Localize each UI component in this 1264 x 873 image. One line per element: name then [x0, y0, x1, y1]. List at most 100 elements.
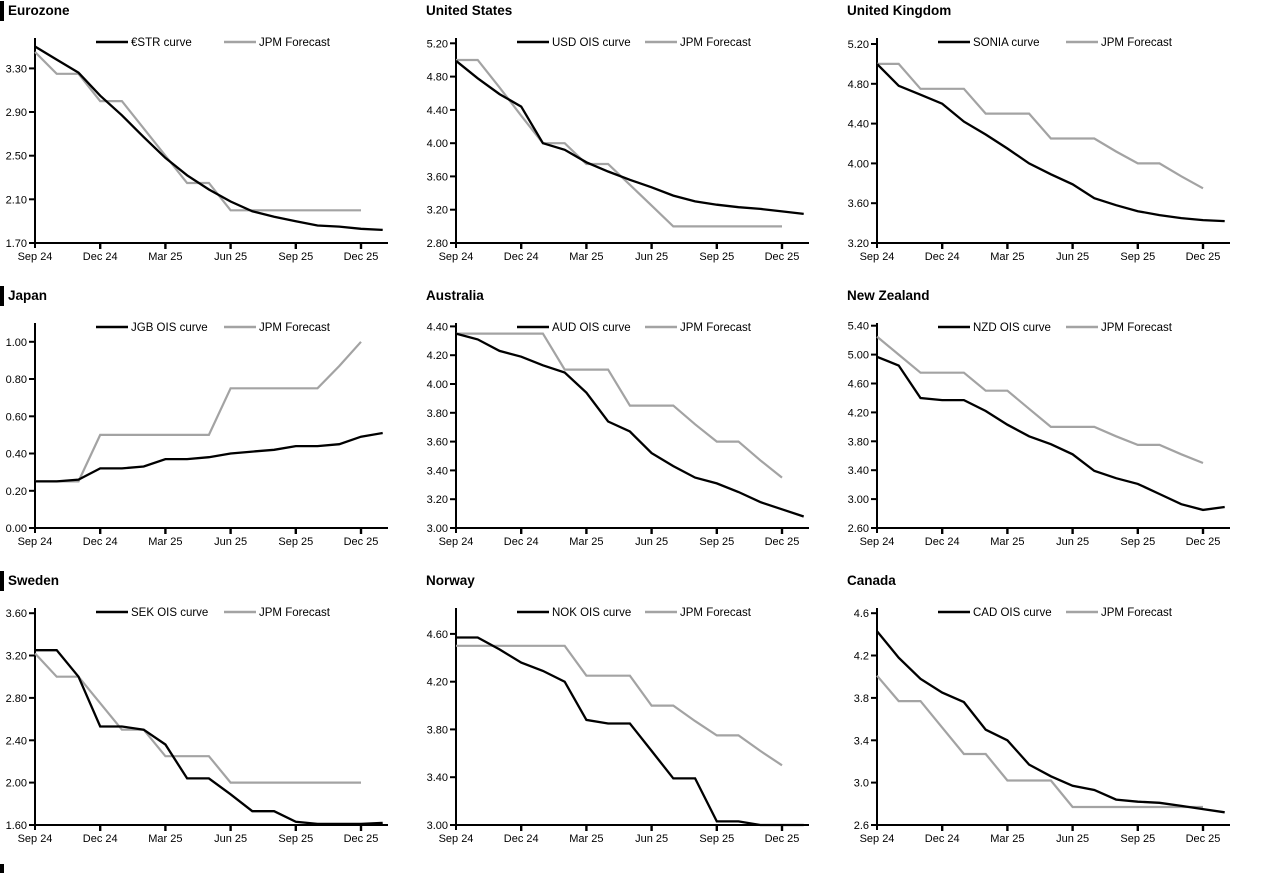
y-tick-label: 5.20 [848, 39, 869, 51]
chart-united-states: United States USD OIS curve JPM Forecast 2.… [421, 0, 842, 285]
y-tick-label: 4.2 [854, 651, 869, 663]
y-tick-label: 4.20 [427, 677, 448, 689]
x-tick-label: Dec 24 [504, 536, 539, 548]
y-tick-label: 3.0 [854, 778, 869, 790]
y-tick-label: 2.40 [6, 735, 27, 747]
x-tick-label: Jun 25 [635, 833, 668, 845]
chart-svg-united-states: United States USD OIS curve JPM Forecast 2.… [426, 3, 809, 263]
y-tick-label: 2.00 [6, 778, 27, 790]
y-tick-label: 3.60 [427, 437, 448, 449]
x-tick-label: Sep 24 [18, 251, 53, 263]
y-tick-label: 0.40 [6, 449, 27, 461]
chart-norway: Norway NOK OIS curve JPM Forecast 3.00 3.40 3… [421, 570, 842, 873]
chart-title: Sweden [8, 573, 59, 588]
legend-forecast-label: JPM Forecast [680, 37, 752, 49]
y-tick-label: 3.20 [848, 238, 869, 250]
x-tick-label: Sep 25 [278, 536, 313, 548]
chart-eurozone: Eurozone €STR curve JPM Forecast 1.70 2.10 2.… [0, 0, 421, 285]
x-tick-label: Mar 25 [569, 536, 603, 548]
y-tick-label: 4.20 [427, 350, 448, 362]
legend-forecast-label: JPM Forecast [1101, 607, 1173, 619]
y-tick-label: 4.60 [848, 379, 869, 391]
x-tick-label: Dec 25 [344, 251, 379, 263]
x-tick-label: Mar 25 [569, 833, 603, 845]
x-tick-label: Sep 25 [1120, 251, 1155, 263]
series-line-forecast [35, 341, 362, 483]
x-tick-label: Jun 25 [635, 536, 668, 548]
x-tick-label: Sep 24 [860, 251, 895, 263]
series-line-forecast [34, 51, 361, 212]
legend-forecast-label: JPM Forecast [680, 322, 752, 334]
x-tick-label: Jun 25 [1056, 251, 1089, 263]
x-tick-label: Dec 25 [765, 833, 800, 845]
y-tick-label: 0.20 [6, 486, 27, 498]
x-tick-label: Dec 24 [925, 833, 960, 845]
chart-australia: Australia AUD OIS curve JPM Forecast 3.00 3.… [421, 285, 842, 570]
x-tick-label: Jun 25 [1056, 536, 1089, 548]
legend: NOK OIS curve JPM Forecast [517, 607, 752, 619]
y-tick-label: 2.60 [848, 523, 869, 535]
chart-svg-norway: Norway NOK OIS curve JPM Forecast 3.00 3.40 3… [426, 573, 809, 845]
next-section-marker-bar [0, 864, 4, 873]
chart-svg-canada: Canada CAD OIS curve JPM Forecast 2.6 3.0 3.4… [847, 573, 1230, 845]
series-line-main [456, 636, 804, 827]
series-line-main [455, 332, 805, 518]
y-tick-label: 3.20 [427, 494, 448, 506]
x-tick-label: Sep 25 [699, 833, 734, 845]
legend-forecast-label: JPM Forecast [1101, 322, 1173, 334]
x-tick-label: Sep 24 [860, 536, 895, 548]
y-tick-label: 3.80 [427, 724, 448, 736]
y-tick-label: 3.4 [854, 735, 869, 747]
series-line-forecast [34, 652, 361, 784]
legend: CAD OIS curve JPM Forecast [938, 607, 1173, 619]
chart-title: Eurozone [8, 3, 70, 18]
series-line-main [876, 355, 1225, 512]
x-tick-label: Dec 25 [765, 251, 800, 263]
series-line-forecast [876, 335, 1204, 465]
y-tick-label: 4.00 [427, 138, 448, 150]
chart-svg-sweden: Sweden SEK OIS curve JPM Forecast 1.60 2.00 2… [0, 571, 388, 845]
y-tick-label: 4.6 [854, 608, 869, 620]
y-tick-label: 4.80 [427, 72, 448, 84]
x-tick-label: Mar 25 [990, 536, 1024, 548]
series-line-main [876, 63, 1225, 223]
x-tick-label: Sep 24 [860, 833, 895, 845]
x-tick-label: Mar 25 [990, 251, 1024, 263]
chart-new-zealand: New Zealand NZD OIS curve JPM Forecast 2.60… [842, 285, 1264, 570]
section-marker-bar [0, 571, 4, 591]
y-tick-label: 0.60 [6, 411, 27, 423]
chart-svg-australia: Australia AUD OIS curve JPM Forecast 3.00 3.… [426, 288, 809, 548]
legend-main-label: NZD OIS curve [973, 322, 1051, 334]
x-tick-label: Jun 25 [214, 251, 247, 263]
y-tick-label: 5.20 [427, 38, 448, 50]
y-tick-label: 0.80 [6, 374, 27, 386]
series-line-forecast [877, 62, 1204, 190]
legend: AUD OIS curve JPM Forecast [517, 322, 752, 334]
legend: NZD OIS curve JPM Forecast [938, 322, 1173, 334]
legend-main-label: SEK OIS curve [131, 607, 208, 619]
x-tick-label: Sep 24 [18, 833, 53, 845]
x-tick-label: Sep 25 [1120, 833, 1155, 845]
series-line-forecast [456, 644, 783, 767]
chart-sweden: Sweden SEK OIS curve JPM Forecast 1.60 2.00 2… [0, 570, 421, 873]
y-tick-label: 1.70 [6, 238, 27, 250]
legend-main-label: SONIA curve [973, 37, 1039, 49]
y-tick-label: 4.00 [427, 379, 448, 391]
y-tick-label: 4.40 [848, 119, 869, 131]
chart-title: Norway [426, 573, 475, 588]
y-tick-label: 0.00 [6, 523, 27, 535]
x-tick-label: Jun 25 [1056, 833, 1089, 845]
y-tick-label: 2.6 [854, 820, 869, 832]
series-line-forecast [456, 58, 782, 228]
x-tick-label: Sep 25 [699, 251, 734, 263]
legend-main-label: CAD OIS curve [973, 607, 1052, 619]
x-tick-label: Sep 24 [18, 536, 53, 548]
legend-forecast-label: JPM Forecast [1101, 37, 1173, 49]
x-tick-label: Dec 24 [925, 251, 960, 263]
x-tick-label: Jun 25 [214, 536, 247, 548]
x-tick-label: Mar 25 [148, 536, 182, 548]
y-tick-label: 3.80 [848, 436, 869, 448]
legend-forecast-label: JPM Forecast [259, 37, 331, 49]
chart-title: United States [426, 3, 512, 18]
